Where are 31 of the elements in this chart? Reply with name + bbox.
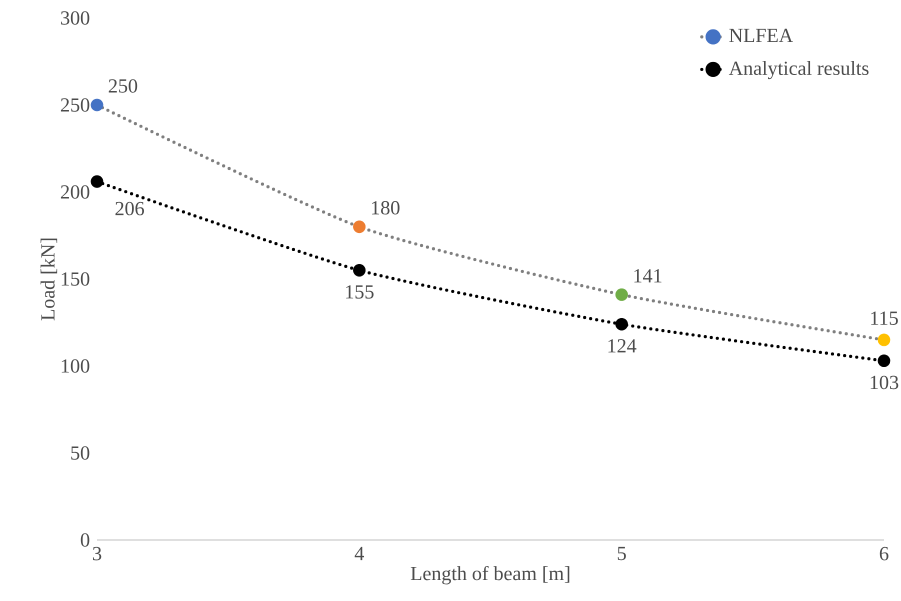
data-label: 115 (871, 312, 898, 325)
x-axis-title: Length of beam [m] (410, 566, 570, 584)
x-tick-label: 3 (92, 546, 102, 560)
x-tick-label: 5 (618, 546, 626, 560)
legend-label: NLFEA (729, 28, 794, 42)
y-tick-label: 0 (80, 533, 90, 547)
y-tick-label: 50 (71, 446, 90, 460)
point (615, 318, 628, 331)
x-tick-label: 6 (880, 546, 888, 560)
point (878, 334, 890, 346)
data-label: 206 (115, 202, 144, 216)
point (615, 288, 628, 301)
data-label: 103 (870, 376, 898, 390)
y-tick-label: 100 (62, 359, 90, 373)
y-tick-label: 300 (61, 11, 90, 25)
data-label: 180 (372, 201, 400, 215)
point (353, 220, 366, 234)
y-tick-label: 200 (60, 185, 90, 199)
y-tick-label: 150 (62, 272, 90, 286)
point (878, 354, 890, 368)
data-label: 250 (108, 79, 138, 93)
point (353, 264, 366, 277)
data-label: 155 (346, 285, 374, 299)
legend-label: Analytical results (728, 60, 869, 80)
x-tick-label: 4 (354, 546, 364, 560)
data-label: 141 (634, 269, 662, 282)
y-tick-label: 250 (60, 98, 90, 112)
data-label: 124 (608, 339, 636, 352)
point (90, 175, 104, 188)
y-axis-title: Load [kN] (40, 238, 58, 320)
point (90, 98, 104, 112)
